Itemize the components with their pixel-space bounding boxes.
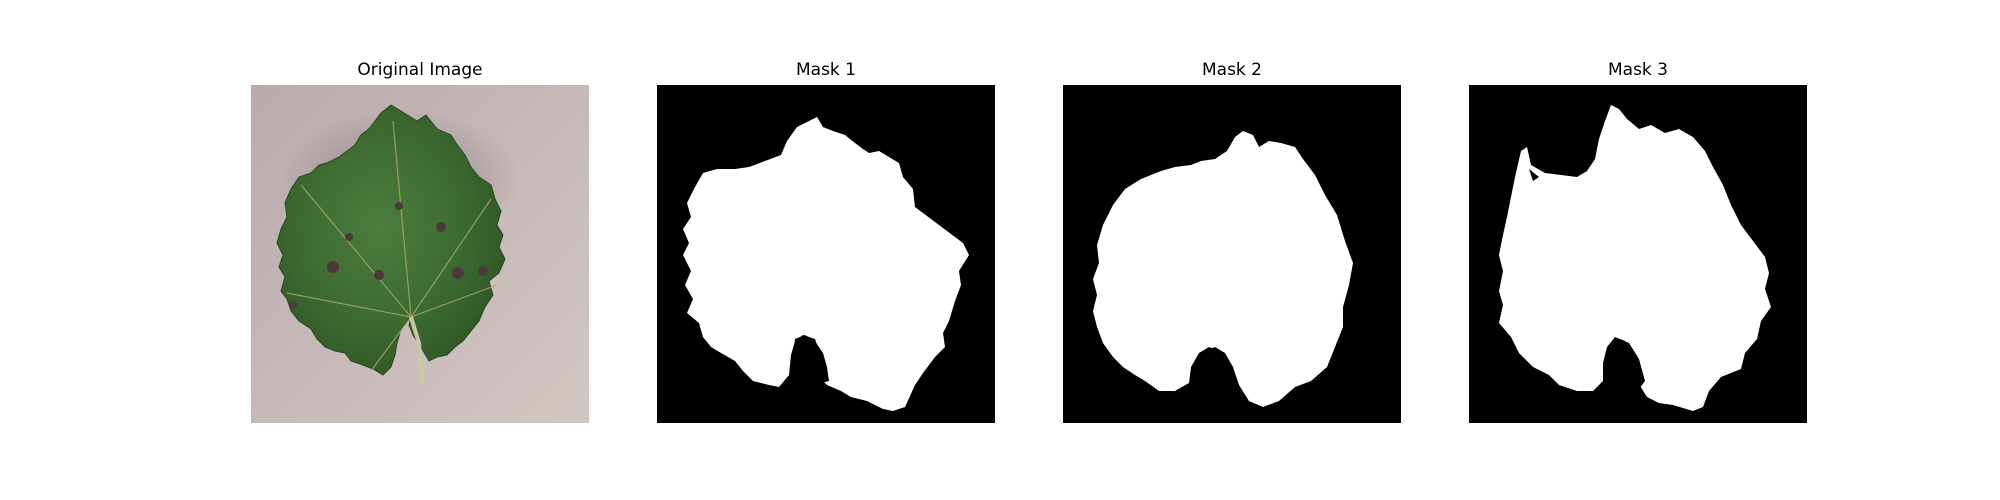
original-leaf-photo [251,85,589,423]
mask-3-image [1469,85,1807,423]
mask-shape [1093,131,1353,407]
mask-notch [793,335,829,385]
leaf-blade [276,104,506,376]
mask-1-image [657,85,995,423]
panel-title: Mask 2 [1201,60,1262,80]
leaf-veins [286,120,498,372]
leaf-stem [409,316,425,386]
panel-title: Mask 3 [1607,60,1668,80]
mask-notch [1607,339,1645,389]
panel-title: Original Image [357,60,483,80]
mask-shape [683,117,969,411]
mask-shape [1499,105,1771,411]
mask-small-hole [1529,169,1539,181]
mask-notch [1193,347,1239,389]
mask-2-image [1063,85,1401,423]
panel-title: Mask 1 [795,60,856,80]
leaf-spots [289,202,488,309]
